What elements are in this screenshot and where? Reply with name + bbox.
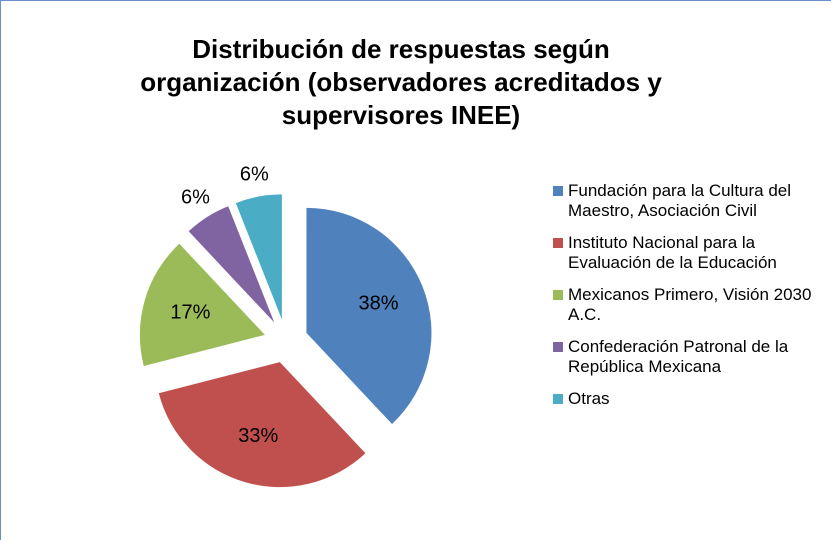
- chart-title: Distribución de respuestas según organiz…: [140, 34, 662, 130]
- pie-slice: [306, 207, 432, 425]
- pie-slice: [158, 362, 366, 488]
- legend-label: Otras: [568, 389, 610, 408]
- data-label: 6%: [181, 187, 210, 209]
- pie-area: 38% 33% 17% 6% 6%: [139, 163, 432, 488]
- legend-swatch: [553, 342, 563, 352]
- legend-label: Instituto Nacional para la Evaluación de…: [568, 233, 777, 272]
- legend-item: Mexicanos Primero, Visión 2030 A.C.: [549, 285, 829, 325]
- legend-item: Fundación para la Cultura del Maestro, A…: [549, 181, 829, 221]
- pie-slice: [139, 243, 265, 366]
- legend: Fundación para la Cultura del Maestro, A…: [549, 181, 829, 421]
- legend-label: Mexicanos Primero, Visión 2030 A.C.: [568, 285, 812, 324]
- pie-slice: [235, 194, 282, 320]
- data-label: 6%: [240, 163, 269, 185]
- legend-swatch: [553, 394, 563, 404]
- pie-slice: [188, 206, 275, 323]
- data-label: 17%: [170, 302, 210, 324]
- data-label: 33%: [238, 425, 278, 447]
- legend-swatch: [553, 290, 563, 300]
- legend-item: Confederación Patronal de la República M…: [549, 337, 829, 377]
- legend-label: Fundación para la Cultura del Maestro, A…: [568, 181, 792, 220]
- legend-item: Otras: [549, 389, 829, 409]
- legend-swatch: [553, 238, 563, 248]
- legend-label: Confederación Patronal de la República M…: [568, 337, 789, 376]
- legend-swatch: [553, 186, 563, 196]
- data-label: 38%: [358, 293, 398, 315]
- legend-item: Instituto Nacional para la Evaluación de…: [549, 233, 829, 273]
